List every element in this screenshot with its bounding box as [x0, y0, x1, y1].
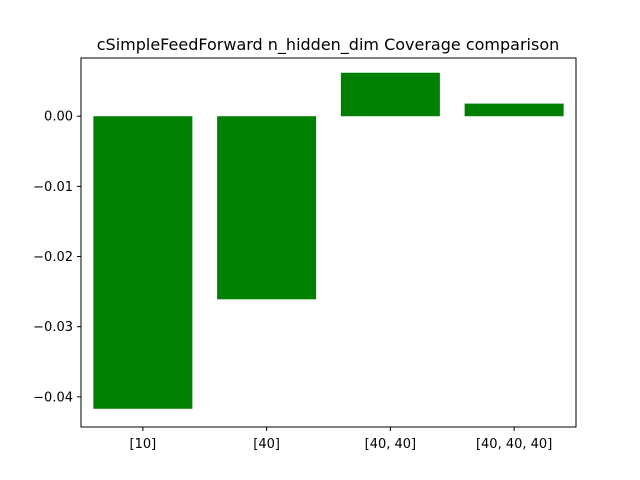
- bar-1: [217, 116, 317, 300]
- bar-0: [93, 116, 193, 409]
- x-tick-label: [40, 40, 40]: [476, 437, 552, 452]
- axes-frame: [80, 57, 577, 428]
- y-tick-label: −0.03: [33, 320, 73, 335]
- y-tick-label: −0.01: [33, 180, 73, 195]
- y-tick-label: −0.04: [33, 390, 73, 405]
- y-tick-label: −0.02: [33, 250, 73, 265]
- x-tick-label: [40, 40]: [365, 437, 417, 452]
- bar-3: [464, 103, 564, 117]
- x-tick-label: [10]: [130, 437, 157, 452]
- x-tick-label: [40]: [253, 437, 280, 452]
- plot-area: [10] [40] [40, 40] [40, 40, 40] 0.00 −0.01 −0.…: [33, 57, 577, 452]
- bar-2: [340, 72, 440, 117]
- chart-title: cSimpleFeedForward n_hidden_dim Coverage…: [97, 35, 560, 55]
- y-tick-label: 0.00: [44, 110, 73, 125]
